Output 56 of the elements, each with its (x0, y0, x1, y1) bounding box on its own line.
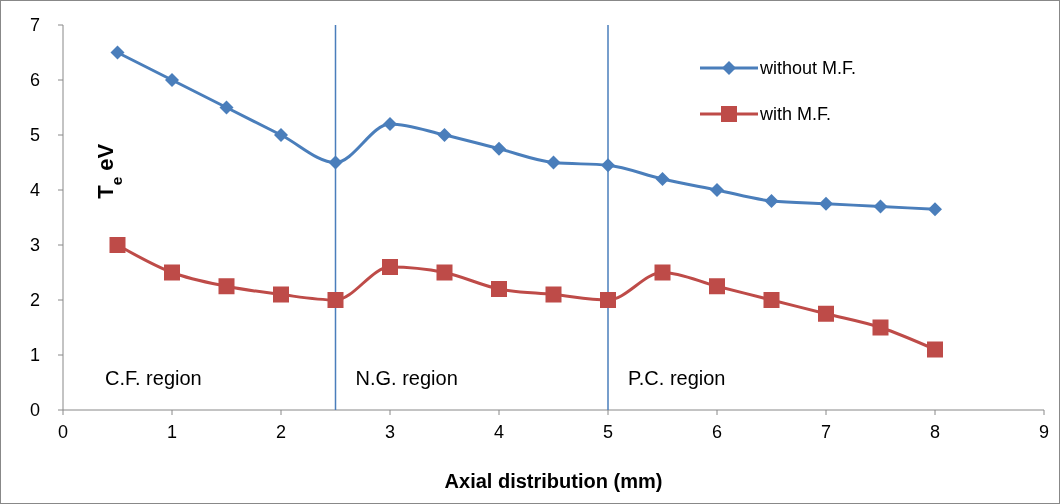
point (491, 281, 507, 297)
point (328, 155, 343, 170)
point (709, 278, 725, 295)
legend-label: without M.F. (759, 58, 857, 79)
y-tick-label: 1 (29, 345, 41, 366)
x-tick-label: 3 (384, 422, 396, 442)
point (219, 100, 234, 115)
x-tick-label: 7 (820, 422, 832, 442)
x-tick-label: 5 (602, 422, 614, 442)
point (273, 286, 289, 303)
point (274, 128, 288, 142)
point (436, 264, 453, 281)
point (545, 286, 562, 303)
point (437, 128, 452, 142)
y-tick-label: 0 (29, 400, 41, 421)
point (818, 305, 834, 322)
x-tick-label: 8 (929, 422, 941, 442)
point (546, 155, 561, 170)
point (873, 199, 888, 214)
point (819, 196, 833, 211)
point (763, 292, 780, 308)
point (600, 292, 616, 308)
point (327, 292, 344, 308)
point (382, 259, 398, 275)
point (110, 45, 125, 60)
point (928, 202, 942, 217)
point (383, 117, 397, 131)
x-tick-label: 1 (166, 422, 178, 442)
point (109, 237, 126, 253)
point (654, 264, 671, 281)
y-tick-label: 4 (29, 180, 41, 201)
point (872, 319, 889, 336)
y-tick-label: 2 (29, 290, 41, 311)
annotation: C.F. region (105, 367, 202, 389)
annotation: P.C. region (628, 367, 726, 389)
annotation: N.G. region (355, 367, 458, 389)
point (601, 158, 615, 173)
point (164, 264, 180, 281)
y-tick-label: 5 (29, 125, 41, 146)
x-tick-label: 4 (493, 422, 505, 442)
legend-label: with M.F. (759, 104, 832, 125)
x-tick-label: 6 (711, 422, 723, 442)
y-tick-label: 6 (29, 70, 41, 91)
x-tick-label: 0 (57, 422, 69, 442)
x-tick-label: 9 (1038, 422, 1050, 442)
y-tick-label: 7 (29, 15, 41, 36)
point (655, 172, 670, 186)
point (492, 141, 506, 156)
point (927, 341, 943, 358)
point (165, 73, 179, 87)
point (764, 194, 779, 208)
point (218, 278, 235, 295)
point (710, 183, 724, 197)
x-tick-label: 2 (275, 422, 287, 442)
x-axis-title: Axial distribution (mm) (444, 470, 663, 492)
y-tick-label: 3 (29, 235, 41, 256)
